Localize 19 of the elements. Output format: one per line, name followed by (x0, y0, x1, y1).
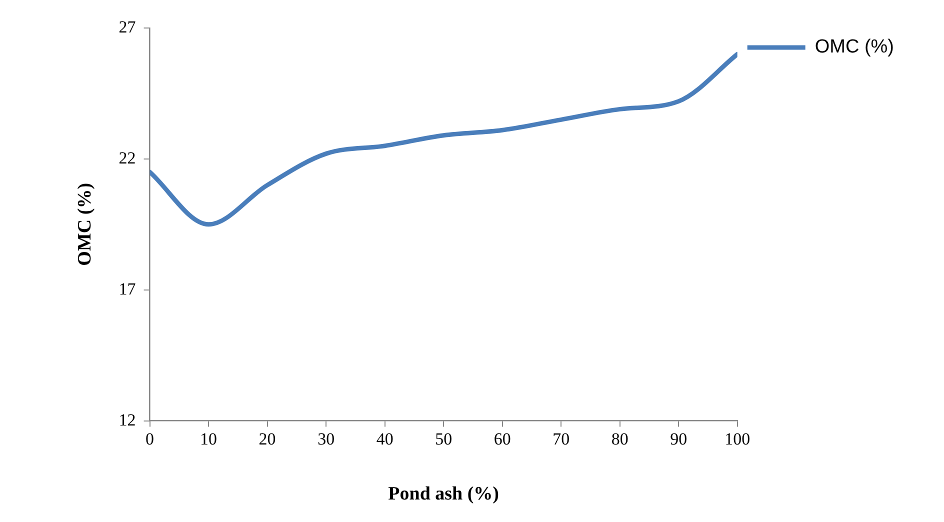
x-tick-label: 30 (318, 429, 335, 448)
x-tick-label: 80 (611, 429, 628, 448)
x-axis-title: Pond ash (%) (388, 484, 500, 505)
y-tick-label: 22 (118, 148, 136, 168)
y-tick-label: 17 (118, 279, 136, 298)
line-series (150, 52, 738, 227)
x-tick-label: 50 (435, 429, 452, 448)
x-tick-label: 40 (376, 429, 394, 448)
y-tick-label: 12 (118, 410, 136, 430)
x-tick-label: 20 (258, 429, 276, 448)
y-axis-title: OMC (%) (74, 182, 96, 266)
y-tick-label: 27 (118, 17, 136, 36)
legend-label: OMC (%) (814, 36, 894, 58)
x-tick-label: 0 (146, 429, 154, 448)
x-tick-label: 60 (494, 429, 511, 448)
x-tick-label: 70 (552, 429, 570, 448)
x-tick-label: 100 (724, 429, 750, 448)
x-tick-label: 90 (670, 429, 688, 448)
x-tick-label: 10 (200, 429, 218, 448)
